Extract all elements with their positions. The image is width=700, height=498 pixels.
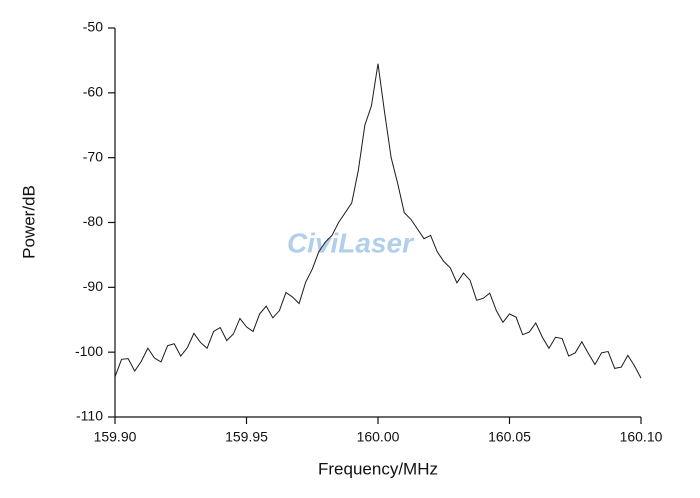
x-axis-label: Frequency/MHz	[318, 459, 438, 478]
y-tick-label: -70	[83, 148, 103, 164]
x-tick-label: 160.10	[620, 429, 663, 445]
y-tick-label: -90	[83, 278, 103, 294]
y-tick-label: -60	[83, 84, 103, 100]
y-tick-label: -80	[83, 213, 103, 229]
y-tick-label: -110	[76, 408, 103, 424]
y-tick-label: -100	[75, 343, 103, 359]
x-tick-label: 160.00	[357, 429, 400, 445]
y-axis-label: Power/dB	[19, 185, 38, 259]
x-tick-label: 159.90	[94, 429, 137, 445]
x-tick-label: 159.95	[225, 429, 268, 445]
x-tick-label: 160.05	[488, 429, 531, 445]
watermark: CiviLaser	[287, 227, 415, 258]
y-tick-label: -50	[83, 19, 103, 35]
spectrum-line	[114, 63, 642, 379]
